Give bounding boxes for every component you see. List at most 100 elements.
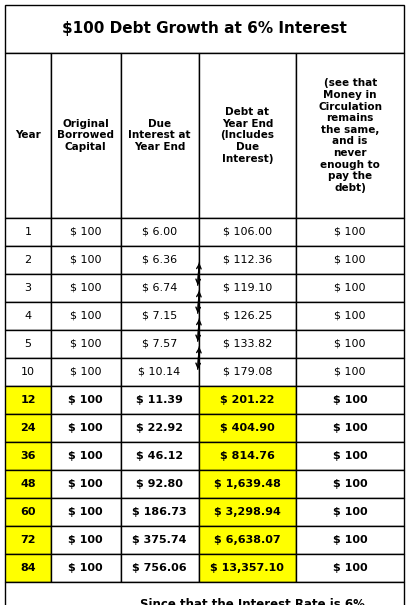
Bar bbox=[296, 526, 404, 554]
Bar bbox=[121, 218, 198, 246]
Bar bbox=[296, 414, 404, 442]
Bar bbox=[5, 218, 51, 246]
Text: $ 46.12: $ 46.12 bbox=[136, 451, 183, 461]
Bar bbox=[5, 358, 51, 386]
Text: 5: 5 bbox=[25, 339, 31, 349]
Bar bbox=[296, 386, 404, 414]
Bar bbox=[121, 414, 198, 442]
Bar bbox=[5, 414, 51, 442]
Text: $ 119.10: $ 119.10 bbox=[223, 283, 272, 293]
Text: 72: 72 bbox=[20, 535, 36, 545]
Text: $ 375.74: $ 375.74 bbox=[133, 535, 187, 545]
Bar bbox=[198, 302, 296, 330]
Bar bbox=[51, 498, 121, 526]
Text: $ 100: $ 100 bbox=[333, 395, 367, 405]
Text: 24: 24 bbox=[20, 423, 36, 433]
Bar bbox=[51, 442, 121, 470]
Bar bbox=[296, 302, 404, 330]
Text: $ 100: $ 100 bbox=[70, 283, 101, 293]
Text: $ 756.06: $ 756.06 bbox=[132, 563, 187, 573]
Bar bbox=[121, 386, 198, 414]
Text: $ 6.00: $ 6.00 bbox=[142, 227, 177, 237]
Text: $ 100: $ 100 bbox=[335, 311, 366, 321]
Bar bbox=[51, 414, 121, 442]
Text: $ 126.25: $ 126.25 bbox=[223, 311, 272, 321]
Text: $ 100: $ 100 bbox=[335, 283, 366, 293]
Text: $ 13,357.10: $ 13,357.10 bbox=[211, 563, 284, 573]
Text: 60: 60 bbox=[20, 507, 36, 517]
Text: $ 186.73: $ 186.73 bbox=[132, 507, 187, 517]
Bar bbox=[5, 442, 51, 470]
Text: 84: 84 bbox=[20, 563, 36, 573]
Text: $ 201.22: $ 201.22 bbox=[220, 395, 274, 405]
Text: $ 6.74: $ 6.74 bbox=[142, 283, 177, 293]
Bar bbox=[51, 302, 121, 330]
Text: $ 3,298.94: $ 3,298.94 bbox=[214, 507, 281, 517]
Bar bbox=[296, 470, 404, 498]
Bar bbox=[198, 470, 296, 498]
Bar bbox=[121, 554, 198, 582]
Bar bbox=[51, 526, 121, 554]
Bar bbox=[296, 330, 404, 358]
Bar bbox=[198, 53, 296, 218]
Text: $ 100: $ 100 bbox=[68, 479, 103, 489]
Text: $ 10.14: $ 10.14 bbox=[139, 367, 181, 377]
Bar bbox=[121, 470, 198, 498]
Text: $ 7.15: $ 7.15 bbox=[142, 311, 177, 321]
Bar bbox=[121, 498, 198, 526]
Text: $ 100: $ 100 bbox=[333, 507, 367, 517]
Bar bbox=[296, 246, 404, 274]
Bar bbox=[198, 274, 296, 302]
Bar bbox=[198, 498, 296, 526]
Text: Year: Year bbox=[15, 131, 41, 140]
Text: $ 100: $ 100 bbox=[68, 395, 103, 405]
Bar bbox=[121, 358, 198, 386]
Bar bbox=[198, 414, 296, 442]
Text: $ 100: $ 100 bbox=[333, 479, 367, 489]
Text: Debt at
Year End
(Includes
Due
Interest): Debt at Year End (Includes Due Interest) bbox=[220, 107, 274, 164]
Text: 2: 2 bbox=[25, 255, 31, 265]
Text: $ 100: $ 100 bbox=[70, 367, 101, 377]
Text: $ 404.90: $ 404.90 bbox=[220, 423, 275, 433]
Bar bbox=[5, 330, 51, 358]
Text: $ 100: $ 100 bbox=[70, 339, 101, 349]
Text: 1: 1 bbox=[25, 227, 31, 237]
Text: $ 100: $ 100 bbox=[68, 535, 103, 545]
Bar bbox=[198, 554, 296, 582]
Text: (see that
Money in
Circulation
remains
the same,
and is
never
enough to
pay the
: (see that Money in Circulation remains t… bbox=[318, 78, 382, 193]
Bar bbox=[296, 218, 404, 246]
Bar bbox=[51, 470, 121, 498]
Text: 48: 48 bbox=[20, 479, 36, 489]
Text: 12: 12 bbox=[20, 395, 36, 405]
Text: Due
Interest at
Year End: Due Interest at Year End bbox=[128, 119, 191, 152]
Bar bbox=[51, 554, 121, 582]
Text: $ 106.00: $ 106.00 bbox=[223, 227, 272, 237]
Bar bbox=[5, 246, 51, 274]
Bar bbox=[121, 330, 198, 358]
Text: $ 112.36: $ 112.36 bbox=[223, 255, 272, 265]
Bar bbox=[198, 218, 296, 246]
Text: $100 Debt Growth at 6% Interest: $100 Debt Growth at 6% Interest bbox=[62, 22, 347, 36]
Bar bbox=[5, 53, 51, 218]
Bar bbox=[121, 442, 198, 470]
Text: 3: 3 bbox=[25, 283, 31, 293]
Text: $ 100: $ 100 bbox=[333, 563, 367, 573]
Text: $ 1,639.48: $ 1,639.48 bbox=[214, 479, 281, 489]
Bar bbox=[51, 246, 121, 274]
Text: Since that the Interest Rate is 6%,: Since that the Interest Rate is 6%, bbox=[140, 598, 370, 605]
Bar bbox=[5, 5, 404, 53]
Bar bbox=[296, 498, 404, 526]
Text: 10: 10 bbox=[21, 367, 35, 377]
Text: $ 179.08: $ 179.08 bbox=[222, 367, 272, 377]
Bar bbox=[198, 246, 296, 274]
Text: $ 814.76: $ 814.76 bbox=[220, 451, 275, 461]
Text: $ 22.92: $ 22.92 bbox=[136, 423, 183, 433]
Text: 36: 36 bbox=[20, 451, 36, 461]
Text: $ 100: $ 100 bbox=[333, 535, 367, 545]
Text: $ 100: $ 100 bbox=[70, 227, 101, 237]
Text: $ 100: $ 100 bbox=[68, 563, 103, 573]
Text: $ 100: $ 100 bbox=[335, 367, 366, 377]
Bar bbox=[5, 302, 51, 330]
Bar bbox=[51, 330, 121, 358]
Text: $ 100: $ 100 bbox=[68, 507, 103, 517]
